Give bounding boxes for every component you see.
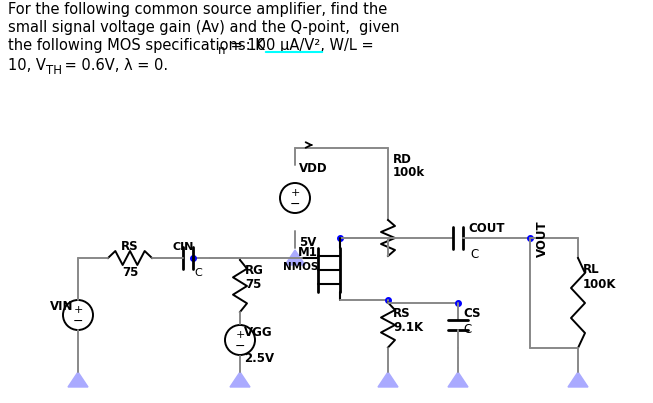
Polygon shape (378, 372, 398, 387)
Text: the following MOS specifications: K: the following MOS specifications: K (8, 38, 264, 53)
Text: RD: RD (393, 153, 412, 166)
Text: 5V: 5V (299, 236, 316, 249)
Text: RS: RS (121, 240, 139, 253)
Text: 75: 75 (245, 278, 261, 291)
Text: small signal voltage gain (Av) and the Q-point,  given: small signal voltage gain (Av) and the Q… (8, 20, 400, 35)
Polygon shape (448, 372, 468, 387)
Text: CIN: CIN (172, 242, 194, 252)
Text: 75: 75 (122, 266, 138, 279)
Text: 9.1K: 9.1K (393, 321, 423, 334)
Text: COUT: COUT (468, 222, 505, 235)
Text: −: − (72, 314, 83, 328)
Text: VGG: VGG (244, 326, 272, 339)
Text: M1: M1 (298, 246, 318, 259)
Text: VDD: VDD (299, 162, 328, 175)
Text: +: + (291, 188, 300, 198)
Text: NMOS: NMOS (283, 262, 318, 272)
Text: RL: RL (583, 263, 599, 276)
Text: C: C (194, 268, 202, 278)
Text: 100k: 100k (393, 166, 425, 179)
Text: 100K: 100K (583, 278, 616, 291)
Text: CS: CS (463, 307, 481, 320)
Text: TH: TH (46, 64, 62, 77)
Text: 2.5V: 2.5V (244, 352, 274, 365)
Text: +: + (235, 330, 245, 340)
Text: VIN: VIN (50, 300, 73, 313)
Text: VOUT: VOUT (535, 220, 549, 257)
Text: = 0.6V, λ = 0.: = 0.6V, λ = 0. (60, 58, 168, 73)
Text: C: C (463, 323, 471, 336)
Text: +: + (73, 305, 83, 315)
Polygon shape (230, 372, 250, 387)
Text: For the following common source amplifier, find the: For the following common source amplifie… (8, 2, 387, 17)
Text: n: n (218, 44, 225, 57)
Polygon shape (285, 250, 305, 265)
Polygon shape (68, 372, 88, 387)
Polygon shape (568, 372, 588, 387)
Text: −: − (290, 197, 300, 210)
Text: −: − (234, 339, 246, 353)
Text: RG: RG (245, 264, 264, 277)
Text: RS: RS (393, 307, 411, 320)
Text: C: C (470, 248, 478, 261)
Text: = 100 μA/V², W/L =: = 100 μA/V², W/L = (226, 38, 374, 53)
Text: 10, V: 10, V (8, 58, 46, 73)
